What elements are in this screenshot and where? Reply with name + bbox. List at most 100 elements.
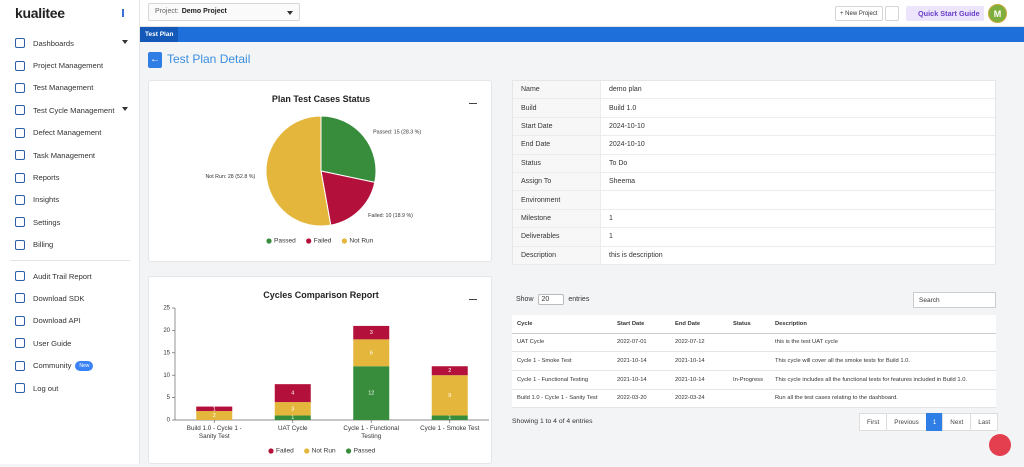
table-body: UAT Cycle 2022-07-01 2022-07-12 this is the… <box>512 333 996 409</box>
detail-row: Start Date 2024-10-10 <box>513 117 995 137</box>
nav-item[interactable]: Reports <box>0 166 140 188</box>
nav-icon <box>15 60 25 71</box>
length-control: Show 20 entries <box>516 294 589 305</box>
nav-label: Billing <box>33 240 54 250</box>
nav-item[interactable]: Settings <box>0 211 140 233</box>
nav-label: Insights <box>33 195 60 205</box>
nav-item[interactable]: Dashboards <box>0 32 140 54</box>
new-project-dropdown[interactable] <box>885 6 899 21</box>
nav-item[interactable]: Download API <box>0 310 140 332</box>
quick-start-button[interactable]: Quick Start Guide <box>906 6 984 21</box>
new-project-button[interactable]: + New Project <box>835 6 883 21</box>
nav-item[interactable]: Task Management <box>0 144 140 166</box>
page-button[interactable]: Last <box>970 413 999 431</box>
nav-item[interactable]: Test Management <box>0 77 140 99</box>
page-button[interactable]: First <box>859 413 888 431</box>
length-select[interactable]: 20 <box>537 294 565 305</box>
legend-swatch <box>268 448 274 454</box>
y-tick-label: 5 <box>167 395 171 401</box>
back-button[interactable]: ← <box>148 52 162 68</box>
nav-icon <box>15 383 25 394</box>
logo[interactable]: kualitee <box>15 5 65 21</box>
collapse-button[interactable] <box>122 9 132 17</box>
detail-row: Environment <box>513 191 995 210</box>
caret <box>122 40 128 44</box>
project-select[interactable]: Project: Demo Project <box>148 3 300 21</box>
bar-segment <box>353 339 390 367</box>
detail-value: demo plan <box>609 86 642 94</box>
project-name: Demo Project <box>181 8 227 15</box>
detail-key: Description <box>513 246 601 264</box>
x-tick-label: Cycle 1 - Smoke Test <box>420 425 480 432</box>
table-row: Build 1.0 - Cycle 1 - Sanity Test 2022-03… <box>512 389 996 409</box>
column-header[interactable]: Cycle <box>512 315 612 334</box>
table-cell: 2022-03-20 <box>612 389 670 409</box>
nav-label: Settings <box>33 217 61 227</box>
bar-segment <box>431 415 468 420</box>
nav-label: Test Management <box>33 83 94 93</box>
nav-item[interactable]: Defect Management <box>0 122 140 144</box>
tab[interactable]: Test Plan <box>140 27 178 42</box>
nav-item[interactable]: Download SDK <box>0 287 140 309</box>
detail-key: Build <box>513 99 601 117</box>
bar-value-label: 1 <box>213 406 216 412</box>
nav-item[interactable]: Community New <box>0 354 140 376</box>
nav-icon <box>15 315 25 326</box>
bar-value-label: 1 <box>291 415 294 421</box>
nav-item[interactable]: Billing <box>0 234 140 256</box>
download-icon[interactable] <box>469 97 477 104</box>
slice-label: Passed: 15 (28.3 %) <box>373 129 421 135</box>
nav-icon <box>15 338 25 349</box>
table-cell <box>728 351 770 371</box>
project-label: Project: <box>155 8 179 15</box>
nav-label: Task Management <box>33 150 96 160</box>
bar-value-label: 9 <box>448 393 451 399</box>
pie-slice <box>320 170 376 226</box>
nav-item[interactable]: Insights <box>0 189 140 211</box>
chat-button[interactable] <box>989 434 1011 456</box>
table-cell: Run all the test cases relating to the d… <box>770 389 996 409</box>
header-row: Cycle Start Date End Date Status Description <box>512 315 996 334</box>
pie-card: Plan Test Cases Status Passed: 15 (28.3 %… <box>148 80 492 262</box>
x-tick-label: UAT Cycle <box>277 425 308 432</box>
page-button[interactable]: Next <box>942 413 972 431</box>
detail-row: Milestone 1 <box>513 209 995 229</box>
page-button[interactable]: 1 <box>925 413 944 431</box>
legend-label: Failed <box>314 238 332 245</box>
details-table: Name demo plan Build Build 1.0 Start Date 202… <box>512 80 996 265</box>
table-cell: Cycle 1 - Functional Testing <box>512 370 612 390</box>
detail-key: End Date <box>513 136 601 154</box>
nav-item[interactable]: User Guide <box>0 332 140 354</box>
separator <box>10 259 130 261</box>
bar-segment <box>353 325 390 340</box>
chart-title: Plan Test Cases Status <box>272 94 370 104</box>
detail-value: 1 <box>609 233 613 241</box>
table-cell: Cycle 1 - Smoke Test <box>512 351 612 371</box>
detail-key: Name <box>513 81 601 99</box>
nav-item[interactable]: Audit Trail Report <box>0 265 140 287</box>
y-tick-label: 15 <box>163 350 170 356</box>
legend-swatch <box>341 238 348 244</box>
legend-label: Not Run <box>312 448 336 455</box>
nav-label: Download SDK <box>33 293 85 303</box>
nav-label: Community <box>33 361 72 371</box>
nav-item[interactable]: Log out <box>0 377 140 399</box>
column-header[interactable]: Start Date <box>612 315 670 334</box>
avatar[interactable]: M <box>988 4 1007 23</box>
detail-value: Build 1.0 <box>609 104 637 112</box>
download-icon[interactable] <box>469 293 477 300</box>
detail-key: Start Date <box>513 117 601 136</box>
search-input[interactable]: Search <box>913 292 996 308</box>
nav-item[interactable]: Project Management <box>0 54 140 76</box>
nav-icon <box>15 127 25 138</box>
nav-item[interactable]: Test Cycle Management <box>0 99 140 121</box>
nav-icon <box>15 150 25 161</box>
nav-icon <box>15 271 25 282</box>
detail-key: Status <box>513 154 601 172</box>
column-header[interactable]: Description <box>770 315 996 334</box>
nav-label: Defect Management <box>33 128 102 138</box>
page-button[interactable]: Previous <box>886 413 927 431</box>
column-header[interactable]: Status <box>728 315 770 334</box>
column-header[interactable]: End Date <box>670 315 728 334</box>
nav-icon <box>15 239 25 250</box>
